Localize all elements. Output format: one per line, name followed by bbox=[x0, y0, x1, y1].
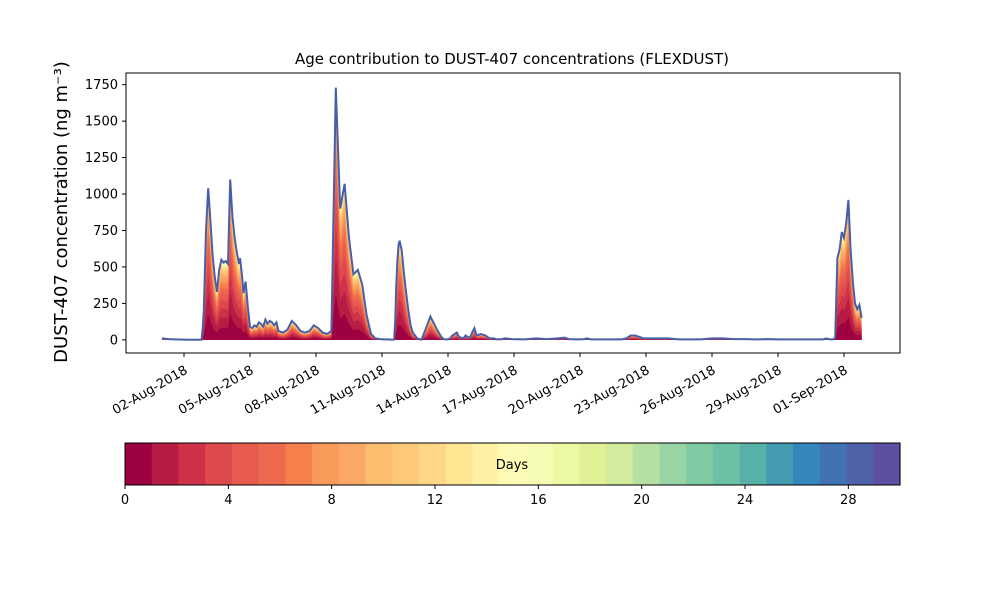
colorbar-swatch-14 bbox=[499, 443, 527, 485]
age-band-area-26 bbox=[162, 87, 862, 340]
colorbar-swatch-25 bbox=[793, 443, 821, 485]
age-band-area-4 bbox=[162, 172, 862, 340]
y-axis-label: DUST-407 concentration (ng m⁻³) bbox=[51, 61, 72, 363]
colorbar-swatch-19 bbox=[632, 443, 661, 485]
colorbar-swatch-28 bbox=[873, 443, 901, 485]
colorbar-swatch-2 bbox=[178, 443, 206, 485]
chart-title: Age contribution to DUST-407 concentrati… bbox=[295, 50, 729, 68]
colorbar-tick-label-7: 28 bbox=[840, 493, 857, 508]
age-band-area-3 bbox=[162, 194, 862, 340]
colorbar-swatch-5 bbox=[258, 443, 286, 485]
age-bands-area bbox=[162, 87, 862, 340]
age-band-area-0 bbox=[162, 293, 862, 340]
colorbar-swatch-16 bbox=[552, 443, 580, 485]
age-band-area-14 bbox=[162, 91, 862, 340]
colorbar-swatch-8 bbox=[338, 443, 367, 485]
colorbar-swatch-22 bbox=[712, 443, 741, 485]
colorbar-swatch-4 bbox=[231, 443, 260, 485]
y-tick-label-1: 250 bbox=[93, 297, 118, 312]
age-band-area-18 bbox=[162, 88, 862, 340]
colorbar-label: Days bbox=[496, 458, 529, 473]
colorbar-swatch-7 bbox=[312, 443, 340, 485]
colorbar-swatch-6 bbox=[285, 443, 313, 485]
age-band-area-25 bbox=[162, 87, 862, 340]
colorbar-swatch-17 bbox=[579, 443, 607, 485]
colorbar-tick-label-5: 20 bbox=[633, 493, 650, 508]
y-axis: 0 250 500 750 1000 1250 1500 1750 bbox=[85, 78, 126, 348]
colorbar-swatch-26 bbox=[819, 443, 848, 485]
colorbar-swatch-21 bbox=[686, 443, 714, 485]
age-band-area-8 bbox=[162, 117, 862, 340]
x-tick-label-10: 01-Sep-2018 bbox=[771, 363, 851, 418]
colorbar-swatch-24 bbox=[766, 443, 794, 485]
age-band-area-13 bbox=[162, 93, 862, 340]
colorbar-tick-label-2: 8 bbox=[328, 493, 336, 508]
age-band-area-6 bbox=[162, 139, 862, 340]
colorbar-frame bbox=[124, 442, 901, 486]
age-band-area-24 bbox=[162, 87, 862, 340]
colorbar-tick-label-3: 12 bbox=[427, 493, 444, 508]
age-band-area-15 bbox=[162, 90, 862, 340]
x-axis: 02-Aug-201805-Aug-201808-Aug-201811-Aug-… bbox=[110, 353, 850, 418]
y-tick-label-3: 750 bbox=[93, 224, 118, 239]
age-band-area-11 bbox=[162, 99, 862, 340]
colorbar bbox=[124, 442, 901, 486]
colorbar-swatch-3 bbox=[205, 443, 233, 485]
colorbar-tick-label-1: 4 bbox=[224, 493, 232, 508]
y-tick-label-6: 1500 bbox=[85, 115, 118, 130]
colorbar-swatch-27 bbox=[846, 443, 874, 485]
colorbar-swatch-20 bbox=[659, 443, 687, 485]
total-concentration-line bbox=[161, 87, 863, 341]
colorbar-swatch-18 bbox=[606, 443, 634, 485]
y-tick-label-7: 1750 bbox=[85, 78, 118, 93]
colorbar-swatch-13 bbox=[472, 443, 500, 485]
colorbar-swatch-0 bbox=[125, 443, 153, 485]
colorbar-tick-label-6: 24 bbox=[737, 493, 754, 508]
colorbar-swatch-23 bbox=[739, 443, 767, 485]
colorbar-swatch-9 bbox=[365, 443, 393, 485]
y-tick-label-4: 1000 bbox=[85, 188, 118, 203]
age-band-area-19 bbox=[162, 87, 862, 340]
colorbar-tick-label-4: 16 bbox=[530, 493, 547, 508]
colorbar-swatch-12 bbox=[445, 443, 474, 485]
y-tick-label-2: 500 bbox=[93, 260, 118, 275]
age-band-area-21 bbox=[162, 87, 862, 340]
age-band-area-27 bbox=[162, 87, 862, 340]
age-band-area-7 bbox=[162, 126, 862, 340]
colorbar-swatch-15 bbox=[525, 443, 554, 485]
age-band-area-17 bbox=[162, 88, 862, 340]
colorbar-swatch-1 bbox=[151, 443, 180, 485]
colorbar-swatch-10 bbox=[392, 443, 420, 485]
colorbar-tick-label-0: 0 bbox=[121, 493, 129, 508]
age-band-area-5 bbox=[162, 154, 862, 340]
age-band-area-23 bbox=[162, 87, 862, 340]
age-band-area-28 bbox=[162, 87, 862, 340]
age-band-area-20 bbox=[162, 87, 862, 340]
y-tick-label-5: 1250 bbox=[85, 151, 118, 166]
age-band-area-12 bbox=[162, 95, 862, 340]
plot-frame bbox=[125, 72, 901, 354]
y-tick-label-0: 0 bbox=[110, 333, 118, 348]
colorbar-swatch-11 bbox=[418, 443, 447, 485]
age-band-area-9 bbox=[162, 109, 862, 340]
colorbar-axis: 0 4 8 12 16 20 24 28 bbox=[121, 485, 857, 508]
age-band-area-16 bbox=[162, 89, 862, 340]
age-band-area-10 bbox=[162, 103, 862, 340]
age-band-area-22 bbox=[162, 87, 862, 340]
